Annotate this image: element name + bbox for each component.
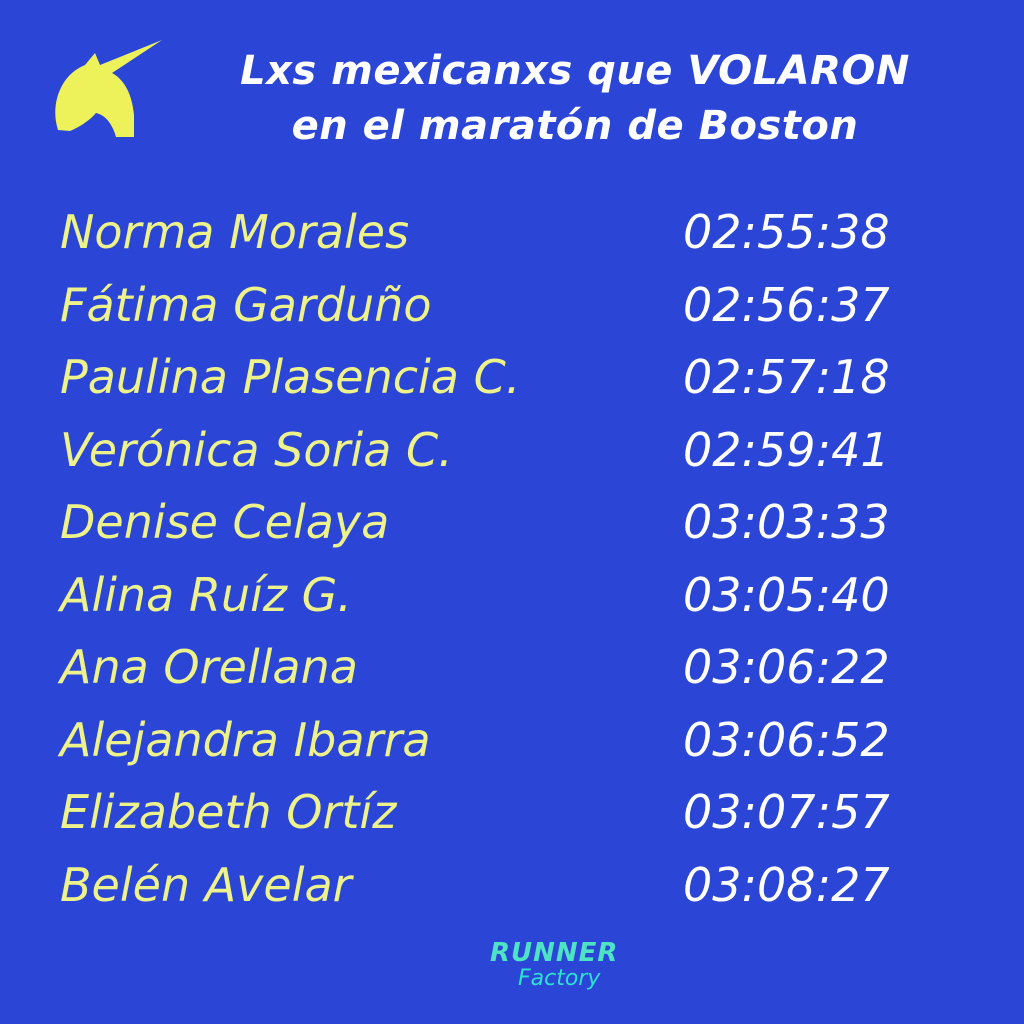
result-row: Denise Celaya 03:03:33	[0, 495, 1024, 565]
runner-name: Denise Celaya	[60, 495, 390, 549]
result-row: Norma Morales 02:55:38	[0, 205, 1024, 275]
logo-text: Factory	[518, 966, 601, 991]
finish-time: 03:06:22	[683, 640, 890, 694]
result-row: Alina Ruíz G. 03:05:40	[0, 568, 1024, 638]
title-line: Lxs mexicanxs que VOLARON	[240, 48, 910, 94]
finish-time: 02:56:37	[683, 277, 890, 332]
runner-name: Paulina Plasencia C.	[60, 350, 521, 404]
finish-time: 03:07:57	[683, 785, 890, 839]
finish-time: 02:57:18	[683, 350, 890, 404]
finish-time: 03:06:52	[683, 712, 890, 767]
title-line: en el maratón de Boston	[291, 103, 859, 149]
result-row: Alejandra Ibarra 03:06:52	[0, 713, 1024, 783]
finish-time: 03:08:27	[683, 857, 890, 912]
runner-name: Alejandra Ibarra	[60, 712, 431, 767]
runner-name: Verónica Soria C.	[60, 422, 453, 477]
logo-text: RUNNER	[490, 938, 619, 968]
result-row: Elizabeth Ortíz 03:07:57	[0, 785, 1024, 855]
result-row: Ana Orellana 03:06:22	[0, 640, 1024, 710]
runner-name: Fátima Garduño	[60, 277, 432, 332]
runner-name: Belén Avelar	[60, 857, 352, 912]
finish-time: 02:59:41	[683, 422, 890, 477]
result-row: Verónica Soria C. 02:59:41	[0, 423, 1024, 493]
runner-name: Norma Morales	[60, 205, 410, 259]
runner-name: Alina Ruíz G.	[60, 567, 352, 622]
runner-name: Elizabeth Ortíz	[60, 785, 397, 839]
finish-time: 03:03:33	[683, 495, 890, 549]
result-row: Belén Avelar 03:08:27	[0, 858, 1024, 928]
result-row: Paulina Plasencia C. 02:57:18	[0, 350, 1024, 420]
finish-time: 02:55:38	[683, 205, 890, 259]
finish-time: 03:05:40	[683, 567, 890, 622]
result-row: Fátima Garduño 02:56:37	[0, 278, 1024, 348]
unicorn-icon	[55, 40, 162, 137]
runner-name: Ana Orellana	[60, 640, 358, 694]
